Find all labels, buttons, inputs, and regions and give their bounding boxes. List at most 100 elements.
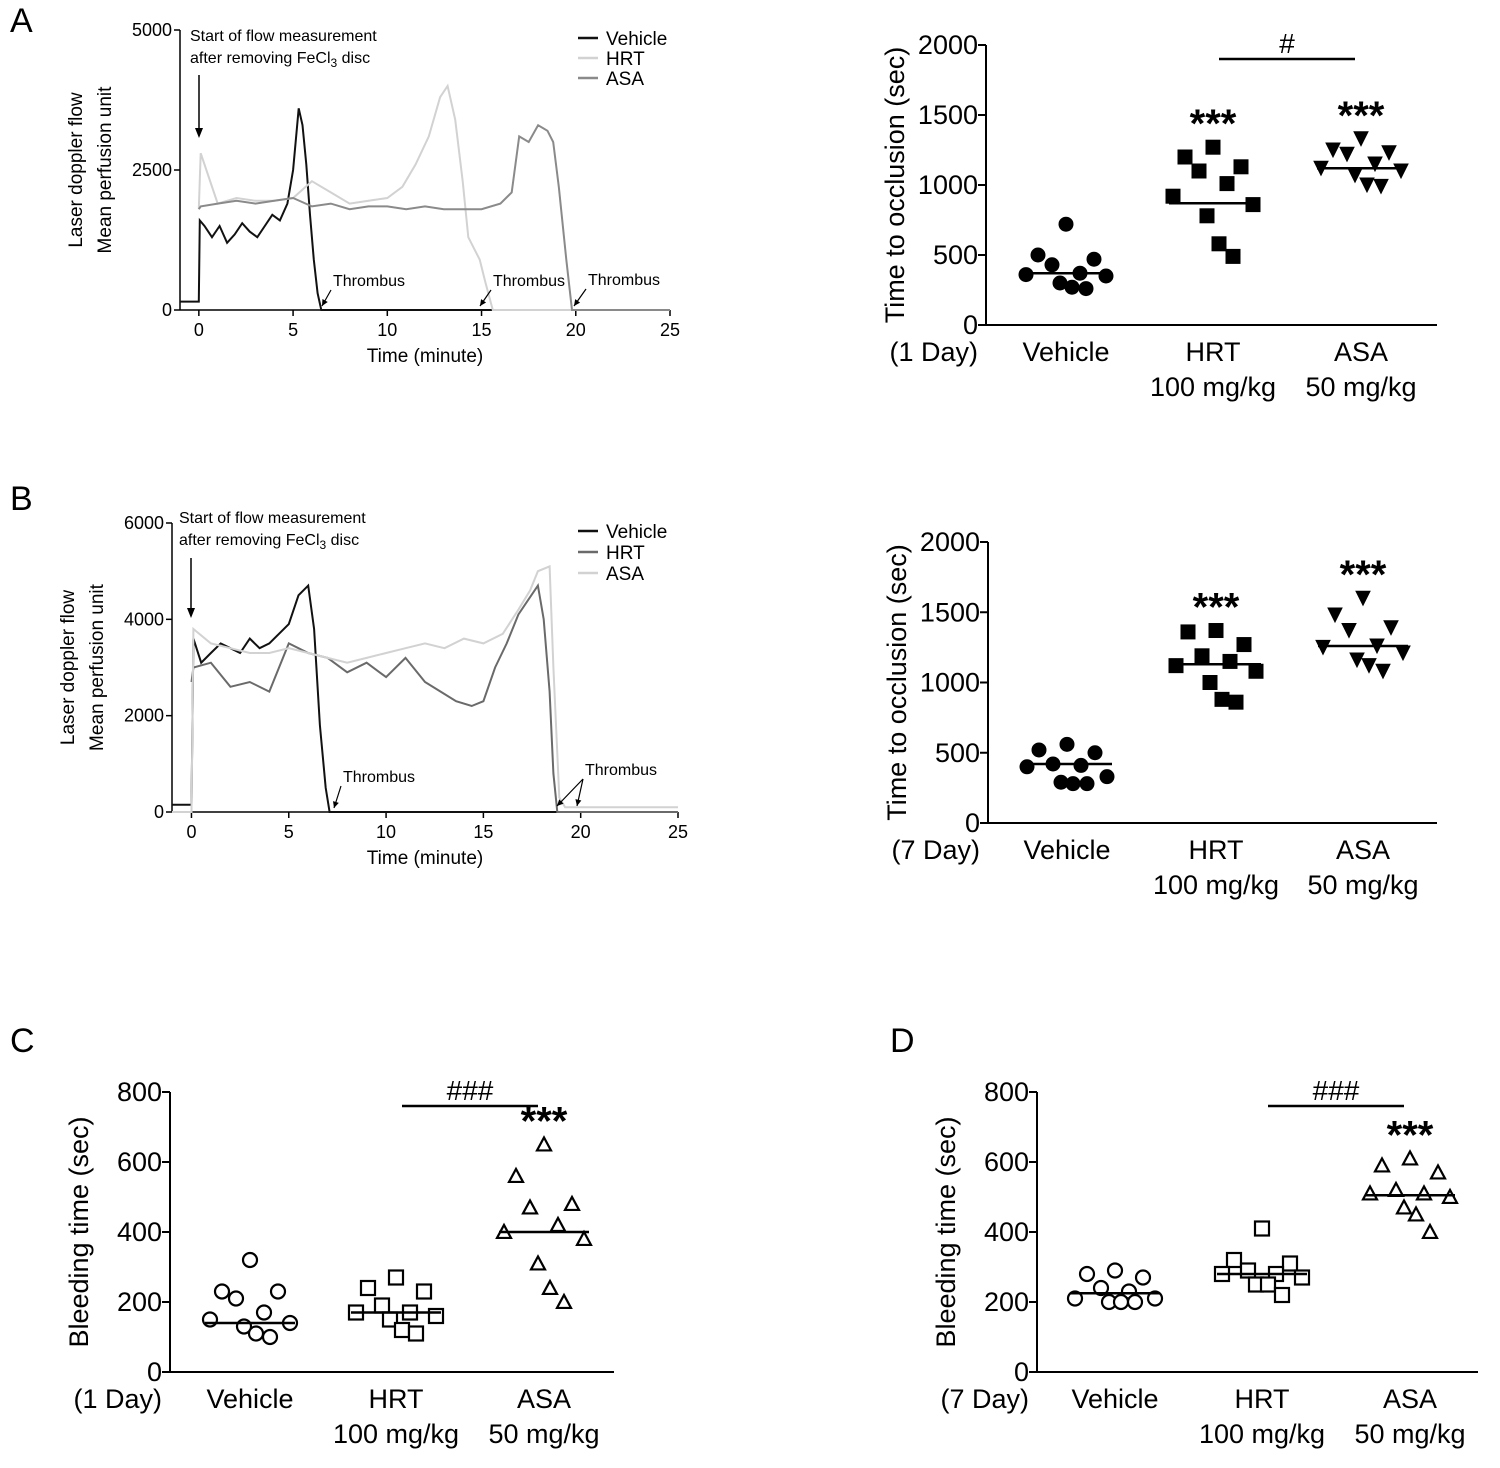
data-point <box>1099 769 1115 785</box>
data-point <box>1373 178 1389 195</box>
data-point <box>201 1311 219 1328</box>
y-tick-label: 6000 <box>124 513 164 533</box>
panel-label-d: D <box>890 1022 915 1060</box>
data-point <box>1353 131 1369 147</box>
legend-label: Vehicle <box>606 522 667 543</box>
thrombus-label: Thrombus <box>493 273 565 290</box>
data-point <box>1359 177 1375 194</box>
panel-label-a: A <box>10 2 33 40</box>
data-point <box>1058 216 1074 232</box>
series-line-vehicle <box>180 108 670 311</box>
y-axis-label: Bleeding time (sec) <box>64 1116 94 1347</box>
data-point <box>1239 1262 1257 1279</box>
data-point <box>1281 1255 1299 1272</box>
y-tick-label: 5000 <box>132 20 172 40</box>
x-tick-label: 0 <box>186 822 196 842</box>
category-label: ASA <box>1383 1384 1437 1414</box>
thrombus-label: Thrombus <box>585 762 657 779</box>
data-point <box>1106 1262 1124 1279</box>
category-label: HRT <box>368 1384 423 1414</box>
data-point <box>1191 163 1207 179</box>
data-point <box>1327 607 1343 624</box>
dose-label: 50 mg/kg <box>1307 870 1418 900</box>
data-point <box>1065 776 1081 792</box>
significance-stars: *** <box>1193 586 1240 630</box>
data-point <box>1202 675 1218 690</box>
y-axis-label: Bleeding time (sec) <box>931 1116 961 1347</box>
data-point <box>1199 208 1215 224</box>
data-point <box>1086 251 1102 267</box>
category-label: ASA <box>1336 835 1390 865</box>
y-tick-label: 2500 <box>132 160 172 180</box>
data-point <box>1375 663 1391 680</box>
legend-label: ASA <box>606 69 644 90</box>
annotation-text-end: disc <box>326 532 359 549</box>
annotation-line1: Start of flow measurement <box>179 510 366 527</box>
data-point <box>1225 1251 1243 1269</box>
scatter-chart-C: 0 200 400 600 800 Bleeding time (sec) (1 Day) V… <box>64 1075 614 1449</box>
dose-label: 50 mg/kg <box>488 1419 599 1449</box>
significance-stars: *** <box>1387 1114 1434 1158</box>
data-point <box>529 1254 547 1271</box>
data-point <box>241 1251 259 1269</box>
data-point <box>521 1198 539 1215</box>
thrombus-label: Thrombus <box>333 273 405 290</box>
data-point <box>387 1269 405 1286</box>
significance-stars: *** <box>1190 102 1237 146</box>
series-line-hrt <box>197 83 670 311</box>
data-point <box>1293 1269 1311 1286</box>
data-point <box>1347 167 1363 184</box>
data-point <box>1134 1269 1152 1286</box>
data-point <box>1248 663 1264 679</box>
data-point <box>563 1194 581 1212</box>
y-tick-label: 500 <box>935 738 980 768</box>
data-point <box>1325 142 1341 159</box>
annotation-line2: after removing FeCl3 disc <box>190 50 370 70</box>
y-tick-label: 800 <box>117 1077 162 1107</box>
category-label: ASA <box>517 1384 571 1414</box>
y-axis-label: Laser doppler flow <box>66 92 87 248</box>
scatter-chart-D: 0 200 400 600 800 Bleeding time (sec) (7 Day) V… <box>931 1075 1478 1449</box>
y-tick-label: 0 <box>154 802 164 822</box>
category-label: Vehicle <box>206 1384 293 1414</box>
data-point <box>1259 1276 1277 1293</box>
category-label: Vehicle <box>1023 835 1110 865</box>
data-point <box>407 1325 425 1342</box>
data-point <box>1180 624 1196 640</box>
y-tick-label: 1500 <box>920 597 980 627</box>
category-label: Vehicle <box>1071 1384 1158 1414</box>
thrombus-arrowhead <box>575 799 582 806</box>
data-point <box>1059 736 1075 752</box>
data-point <box>255 1304 273 1321</box>
data-point <box>1361 1184 1379 1201</box>
legend-label: Vehicle <box>606 29 667 50</box>
data-point <box>269 1283 287 1300</box>
data-point <box>1421 1222 1439 1240</box>
legend-label: ASA <box>606 564 644 585</box>
annotation-text: after removing FeCl <box>190 50 331 67</box>
data-point <box>1177 149 1193 165</box>
data-point <box>1222 653 1238 669</box>
data-point <box>575 1229 593 1247</box>
y-tick-label: 1000 <box>920 668 980 698</box>
thrombus-arrowhead <box>322 299 328 306</box>
y-tick-label: 600 <box>117 1147 162 1177</box>
data-point <box>1393 163 1409 180</box>
start-arrow-head <box>187 608 195 618</box>
data-point <box>1361 658 1377 674</box>
data-point <box>373 1297 391 1314</box>
category-label: HRT <box>1185 337 1240 367</box>
data-point <box>1112 1293 1130 1311</box>
x-tick-label: 10 <box>377 320 397 340</box>
data-point <box>1066 1290 1084 1307</box>
data-point <box>541 1278 559 1296</box>
x-axis-label: Time (minute) <box>367 848 483 869</box>
y-tick-label: 0 <box>162 300 172 320</box>
data-point <box>1341 623 1357 639</box>
data-point <box>1381 145 1397 161</box>
y-tick-label: 600 <box>984 1147 1029 1177</box>
data-point <box>555 1292 573 1310</box>
data-point <box>1367 156 1383 173</box>
data-point <box>1018 267 1034 283</box>
